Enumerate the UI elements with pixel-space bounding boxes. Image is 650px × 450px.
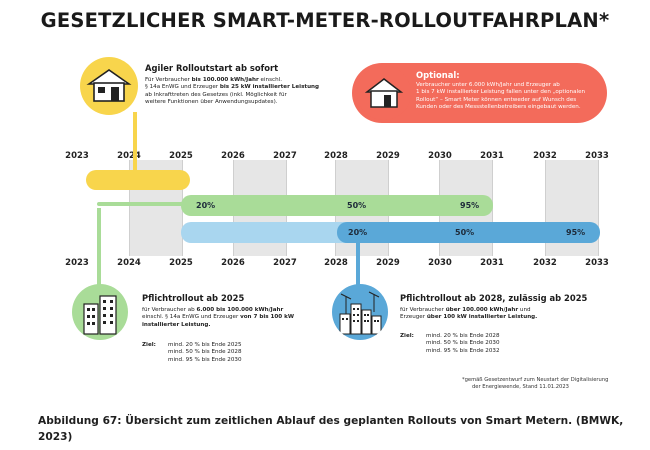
year-label: 2023 — [65, 258, 89, 268]
bar-zulaessig-2025 — [181, 222, 371, 243]
optional-circle — [357, 66, 411, 120]
bar-green-50-label: 50% — [347, 201, 367, 210]
pflicht2028-ziel-list: mind. 20 % bis Ende 2028 mind. 50 % bis … — [426, 333, 500, 354]
apartment-building-icon — [83, 295, 117, 335]
house-icon — [86, 69, 132, 102]
year-label: 2030 — [428, 258, 452, 268]
bar-blue-20-label: 20% — [348, 228, 368, 237]
year-label: 2032 — [533, 258, 557, 268]
bar-agile-rollout — [86, 170, 190, 190]
bar-blue-50-label: 50% — [455, 228, 475, 237]
pflicht2025-text: für Verbraucher ab 6.000 bis 100.000 kWh… — [142, 307, 295, 328]
year-label: 2025 — [169, 151, 193, 161]
year-label: 2031 — [480, 151, 504, 161]
footnote: *gemäß Gesetzentwurf zum Neustart der Di… — [462, 377, 609, 390]
year-label: 2031 — [480, 258, 504, 268]
connector-green-horizontal — [97, 202, 189, 206]
pflicht2025-circle — [72, 284, 128, 340]
pflicht2028-text: für Verbraucher über 100.000 kWh/Jahr un… — [400, 307, 538, 321]
year-label: 2033 — [585, 151, 609, 161]
connector-yellow — [133, 112, 137, 174]
house-red-icon — [364, 78, 404, 108]
pflicht2025-ziel-label: Ziel: — [142, 342, 156, 348]
year-label: 2028 — [324, 151, 348, 161]
year-label: 2023 — [65, 151, 89, 161]
bar-pflicht-2025 — [181, 195, 493, 216]
connector-blue-vertical — [356, 232, 360, 288]
year-label: 2030 — [428, 151, 452, 161]
year-label: 2033 — [585, 258, 609, 268]
bar-green-20-label: 20% — [196, 201, 216, 210]
year-label: 2028 — [324, 258, 348, 268]
bar-blue-95-label: 95% — [566, 228, 586, 237]
year-label: 2029 — [376, 151, 400, 161]
year-label: 2024 — [117, 258, 141, 268]
figure-caption: Abbildung 67: Übersicht zum zeitlichen A… — [38, 415, 624, 443]
optional-text: Verbraucher unter 6.000 kWh/Jahr und Erz… — [416, 82, 586, 111]
year-label: 2024 — [117, 151, 141, 161]
year-label: 2025 — [169, 258, 193, 268]
bar-pflicht-2028 — [337, 222, 600, 243]
pflicht2028-circle — [332, 284, 388, 340]
page-title: GESETZLICHER SMART-METER-ROLLOUTFAHRPLAN… — [40, 9, 610, 32]
agile-text: Für Verbraucher bis 100.000 kWh/Jahr ein… — [145, 77, 320, 106]
year-label: 2032 — [533, 151, 557, 161]
year-label: 2026 — [221, 151, 245, 161]
year-label: 2029 — [376, 258, 400, 268]
year-label: 2027 — [273, 258, 297, 268]
pflicht2028-heading: Pflichtrollout ab 2028, zulässig ab 2025 — [400, 293, 588, 303]
bar-green-95-label: 95% — [460, 201, 480, 210]
year-label: 2026 — [221, 258, 245, 268]
agile-heading: Agiler Rolloutstart ab sofort — [145, 63, 279, 73]
pflicht2025-heading: Pflichtrollout ab 2025 — [142, 293, 245, 303]
pflicht2025-ziel-list: mind. 20 % bis Ende 2025 mind. 50 % bis … — [168, 342, 242, 363]
year-label: 2027 — [273, 151, 297, 161]
pflicht2028-ziel-label: Ziel: — [400, 333, 414, 339]
connector-green-vertical — [97, 208, 101, 286]
agile-circle — [80, 57, 138, 115]
industrial-city-icon — [339, 291, 382, 335]
optional-heading: Optional: — [416, 70, 460, 80]
